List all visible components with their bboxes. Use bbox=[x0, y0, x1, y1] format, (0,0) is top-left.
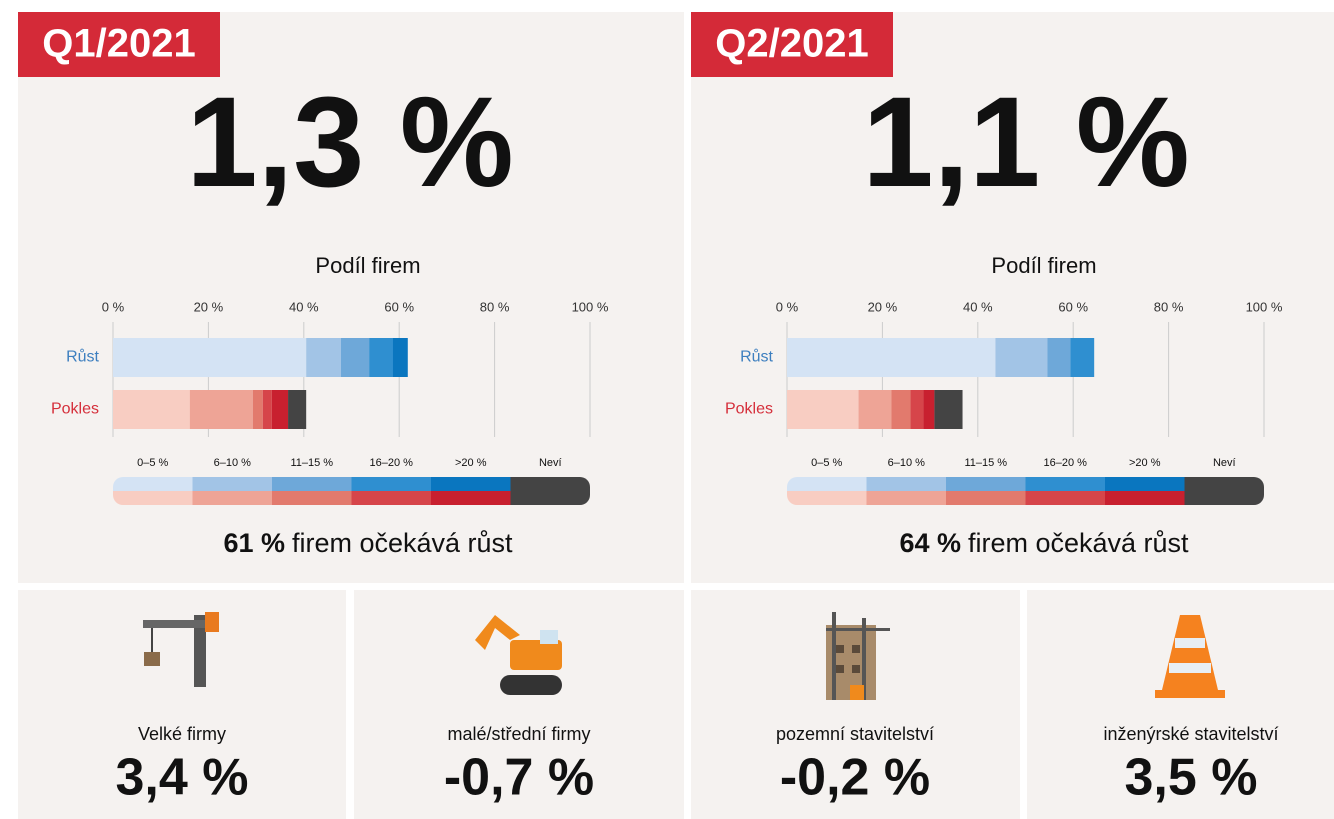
bar-segment bbox=[113, 390, 190, 429]
x-tick-label: 40 % bbox=[289, 299, 319, 314]
x-tick-label: 100 % bbox=[572, 299, 609, 314]
legend-label: 16–20 % bbox=[1044, 457, 1088, 469]
legend-swatch bbox=[352, 477, 432, 491]
card-value: 3,4 % bbox=[116, 749, 249, 807]
summary: 61 %firem očekává růst bbox=[223, 528, 513, 558]
card-label: Velké firmy bbox=[138, 724, 226, 744]
summary-value: 64 % bbox=[899, 528, 961, 558]
bar-segment bbox=[369, 338, 393, 377]
bar-segment bbox=[934, 390, 962, 429]
legend-swatch bbox=[272, 491, 352, 505]
bar-segment bbox=[1047, 338, 1070, 377]
card-label: pozemní stavitelství bbox=[776, 724, 934, 744]
legend-label: >20 % bbox=[455, 457, 487, 469]
card-value: 3,5 % bbox=[1125, 749, 1258, 807]
bar-segment bbox=[393, 338, 408, 377]
legend-label: 6–10 % bbox=[214, 457, 252, 469]
legend-label: 11–15 % bbox=[290, 457, 333, 469]
legend-swatch bbox=[1026, 477, 1106, 491]
bar-segment bbox=[859, 390, 892, 429]
legend-swatch bbox=[867, 477, 947, 491]
card-label: malé/střední firmy bbox=[447, 724, 590, 744]
summary: 64 %firem očekává růst bbox=[899, 528, 1189, 558]
legend-swatch bbox=[1105, 491, 1185, 505]
infographic: Q1/2021 1,3 % Podíl firem 0 % 20 % 40 % 60 % 80… bbox=[0, 0, 1334, 819]
x-tick-label: 20 % bbox=[194, 299, 224, 314]
bar-segment bbox=[923, 390, 934, 429]
legend-swatch bbox=[511, 491, 591, 505]
bar-segment bbox=[1070, 338, 1094, 377]
legend-swatch bbox=[787, 477, 867, 491]
legend-swatch bbox=[272, 477, 352, 491]
x-tick-label: 40 % bbox=[963, 299, 993, 314]
x-tick-label: 0 % bbox=[102, 299, 125, 314]
bar-segment bbox=[253, 390, 263, 429]
bar-segment bbox=[911, 390, 924, 429]
bar-segment bbox=[787, 390, 859, 429]
legend bbox=[787, 477, 1265, 505]
bar-segment bbox=[263, 390, 272, 429]
x-tick-label: 100 % bbox=[1246, 299, 1283, 314]
legend-label: 0–5 % bbox=[137, 457, 168, 469]
x-tick-label: 60 % bbox=[1058, 299, 1088, 314]
legend-label: Neví bbox=[1213, 457, 1236, 469]
bar-segment bbox=[995, 338, 1047, 377]
legend-swatch bbox=[867, 491, 947, 505]
legend-label: 0–5 % bbox=[811, 457, 842, 469]
headline: 1,3 % bbox=[186, 71, 513, 214]
legend-swatch bbox=[352, 491, 432, 505]
bar-segment bbox=[306, 338, 341, 377]
headline: 1,1 % bbox=[862, 71, 1189, 214]
chart-title: Podíl firem bbox=[315, 253, 420, 278]
bar-segment bbox=[272, 390, 288, 429]
card-label: inženýrské stavitelství bbox=[1103, 724, 1278, 744]
card-value: -0,7 % bbox=[444, 749, 594, 807]
x-tick-label: 80 % bbox=[480, 299, 510, 314]
legend-label: 16–20 % bbox=[370, 457, 414, 469]
y-tick-label: Pokles bbox=[51, 401, 99, 418]
legend-swatch bbox=[946, 477, 1026, 491]
legend-swatch bbox=[113, 491, 193, 505]
y-tick-label: Růst bbox=[66, 348, 99, 366]
legend-swatch bbox=[1185, 491, 1265, 505]
legend-label: Neví bbox=[539, 457, 562, 469]
legend-swatch bbox=[511, 477, 591, 491]
y-tick-label: Růst bbox=[740, 348, 773, 366]
legend bbox=[113, 477, 591, 505]
legend-label: 6–10 % bbox=[888, 457, 926, 469]
legend-swatch bbox=[193, 477, 273, 491]
legend-swatch bbox=[787, 491, 867, 505]
card-value: -0,2 % bbox=[780, 749, 930, 807]
x-tick-label: 60 % bbox=[384, 299, 414, 314]
y-tick-label: Pokles bbox=[725, 401, 773, 418]
legend-swatch bbox=[1185, 477, 1265, 491]
bar-segment bbox=[341, 338, 369, 377]
legend-swatch bbox=[946, 491, 1026, 505]
legend-swatch bbox=[1026, 491, 1106, 505]
legend-label: >20 % bbox=[1129, 457, 1161, 469]
bar-segment bbox=[891, 390, 910, 429]
bar-segment bbox=[787, 338, 995, 377]
period: Q2/2021 bbox=[715, 22, 868, 66]
summary-value: 61 % bbox=[223, 528, 285, 558]
bar-segment bbox=[113, 338, 306, 377]
page: Q1/2021 1,3 % Podíl firem 0 % 20 % 40 % 60 % 80… bbox=[0, 0, 1334, 819]
legend-label: 11–15 % bbox=[964, 457, 1007, 469]
bar-segment bbox=[190, 390, 253, 429]
period: Q1/2021 bbox=[42, 22, 195, 66]
bar-segment bbox=[288, 390, 306, 429]
x-tick-label: 80 % bbox=[1154, 299, 1184, 314]
chart-title: Podíl firem bbox=[991, 253, 1096, 278]
x-tick-label: 20 % bbox=[868, 299, 898, 314]
legend-swatch bbox=[431, 491, 511, 505]
summary-text: firem očekává růst bbox=[968, 528, 1189, 558]
x-tick-label: 0 % bbox=[776, 299, 799, 314]
legend-swatch bbox=[113, 477, 193, 491]
legend-swatch bbox=[193, 491, 273, 505]
summary-text: firem očekává růst bbox=[292, 528, 513, 558]
legend-swatch bbox=[1105, 477, 1185, 491]
legend-swatch bbox=[431, 477, 511, 491]
